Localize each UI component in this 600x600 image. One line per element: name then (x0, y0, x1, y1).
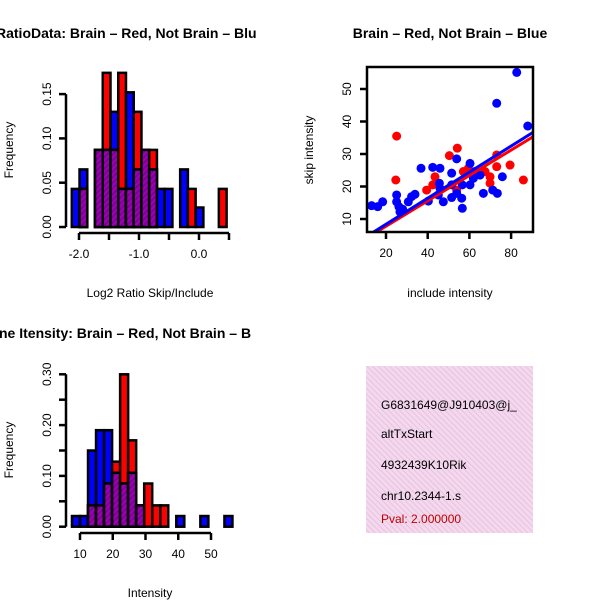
scatter-point-not-brain (428, 162, 438, 172)
intensity-histogram-x-tick-label: 30 (139, 547, 153, 561)
intensity-histogram-x-tick-label: 20 (106, 547, 120, 561)
scatter-y-tick-label: 30 (340, 147, 354, 161)
scatter-axes: 20 40 60 80 10 20 30 40 50 (340, 82, 518, 260)
intensity-histogram-xlabel: Intensity (128, 586, 173, 600)
scatter-point-brain (444, 151, 454, 161)
intensity-histogram-y-tick-label: 0.20 (40, 413, 54, 437)
scatter-point-brain (392, 131, 402, 141)
ratio-histogram-x-tick-label: -2.0 (69, 247, 90, 261)
intensity-histogram-bar-not-brain (223, 514, 234, 528)
scatter-x-tick-label: 20 (379, 246, 393, 260)
scatter-point-not-brain (452, 154, 462, 164)
fit-line-brain (373, 135, 533, 232)
scatter-point-not-brain (492, 98, 502, 108)
scatter-box (365, 65, 535, 234)
scatter-y-tick-label: 40 (340, 115, 354, 129)
scatter-point-not-brain (523, 121, 533, 131)
intensity-histogram-y-tick-label: 0.00 (40, 515, 54, 539)
scatter-point-not-brain (447, 168, 457, 178)
info-pval: Pval: 2.000000 (381, 512, 461, 526)
intensity-histogram-y-tick-label: 0.10 (40, 464, 54, 488)
scatter-y-tick-label: 50 (340, 82, 354, 96)
scatter-point-not-brain (392, 190, 402, 200)
ratio-histogram-y-tick-label: 0.05 (40, 171, 54, 195)
scatter-marks (367, 67, 533, 232)
scatter-point-not-brain (457, 193, 467, 203)
intensity-histogram-x-tick-label: 10 (73, 547, 87, 561)
scatter-point-brain (505, 160, 515, 170)
ratio-histogram-y-tick-label: 0.15 (40, 82, 54, 106)
scatter-point-brain (492, 162, 502, 172)
info-event-type: altTxStart (381, 427, 433, 441)
ratio-histogram-bar-overlap (78, 187, 89, 229)
scatter-point-not-brain (438, 197, 448, 207)
ratio-histogram-xlabel: Log2 Ratio Skip/Include (87, 286, 214, 300)
ratio-histogram-title: RatioData: Brain – Red, Not Brain – Blu (0, 25, 257, 41)
scatter-point-not-brain (478, 188, 488, 198)
scatter-point-brain (391, 175, 401, 185)
scatter-xlabel: include intensity (407, 286, 492, 300)
scatter-x-tick-label: 60 (463, 246, 477, 260)
intensity-histogram-panel: ne Itensity: Brain – Red, Not Brain – B … (0, 325, 251, 600)
intensity-histogram-title: ne Itensity: Brain – Red, Not Brain – B (0, 325, 251, 341)
scatter-point-brain (518, 175, 528, 185)
info-gene-name: 4932439K10Rik (381, 458, 467, 472)
scatter-x-tick-label: 80 (504, 246, 518, 260)
scatter-point-brain (485, 172, 495, 182)
fit-line-not-brain (370, 131, 533, 232)
scatter-point-not-brain (465, 158, 475, 168)
ratio-histogram-y-tick-label: 0.10 (40, 126, 54, 150)
intensity-histogram-x-tick-label: 50 (204, 547, 218, 561)
scatter-point-brain (430, 172, 440, 182)
scatter-plot (367, 67, 533, 232)
ratio-histogram-y-tick-label: 0.00 (40, 215, 54, 239)
scatter-y-tick-label: 20 (340, 180, 354, 194)
scatter-point-not-brain (435, 163, 445, 173)
ratio-histogram-bars (70, 71, 228, 229)
info-panel-background (366, 366, 533, 533)
scatter-point-brain (452, 143, 462, 153)
ratio-histogram-x-tick-label: 0.0 (191, 247, 208, 261)
scatter-title: Brain – Red, Not Brain – Blue (353, 25, 548, 41)
scatter-point-not-brain (512, 67, 522, 77)
intensity-histogram-x-tick-label: 40 (172, 547, 186, 561)
scatter-point-brain (485, 178, 495, 188)
scatter-point-brain (422, 185, 432, 195)
scatter-point-not-brain (475, 170, 485, 180)
scatter-y-tick-label: 10 (340, 212, 354, 226)
scatter-point-not-brain (410, 189, 420, 199)
info-event-id: G6831649@J910403@j_ (381, 398, 517, 412)
intensity-histogram-bar-not-brain (175, 514, 186, 528)
scatter-point-not-brain (378, 197, 388, 207)
intensity-histogram-axes: 10 20 30 40 50 0.00 0.10 0.20 0.30 (40, 362, 218, 561)
scatter-point-not-brain (492, 188, 502, 198)
ratio-histogram-bar-not-brain (163, 187, 174, 229)
ratio-histogram-axes: -2.0 -1.0 0.0 0.00 0.05 0.10 0.15 (40, 82, 231, 261)
intensity-histogram-bar-overlap (126, 471, 138, 528)
scatter-x-tick-label: 40 (421, 246, 435, 260)
ratio-histogram-bar-brain (217, 187, 228, 229)
scatter-point-not-brain (497, 172, 507, 182)
info-panel: G6831649@J910403@j_ altTxStart 4932439K1… (366, 366, 533, 533)
info-location: chr10.2344-1.s (381, 489, 461, 503)
ratio-histogram-x-tick-label: -1.0 (129, 247, 150, 261)
ratio-histogram-bar-not-brain (194, 206, 205, 229)
intensity-histogram-bars (70, 373, 234, 528)
scatter-ylabel: skip intensity (302, 116, 316, 185)
intensity-histogram-ylabel: Frequency (2, 422, 16, 479)
scatter-panel: Brain – Red, Not Brain – Blue 20 40 60 80 10… (302, 25, 547, 300)
scatter-point-not-brain (416, 163, 426, 173)
scatter-point-not-brain (457, 203, 467, 213)
intensity-histogram-y-tick-label: 0.30 (40, 362, 54, 386)
intensity-histogram-bar-brain (158, 504, 170, 528)
ratio-histogram-ylabel: Frequency (2, 122, 16, 179)
intensity-histogram-bar-not-brain (199, 514, 210, 528)
ratio-histogram-panel: RatioData: Brain – Red, Not Brain – Blu … (0, 25, 257, 300)
